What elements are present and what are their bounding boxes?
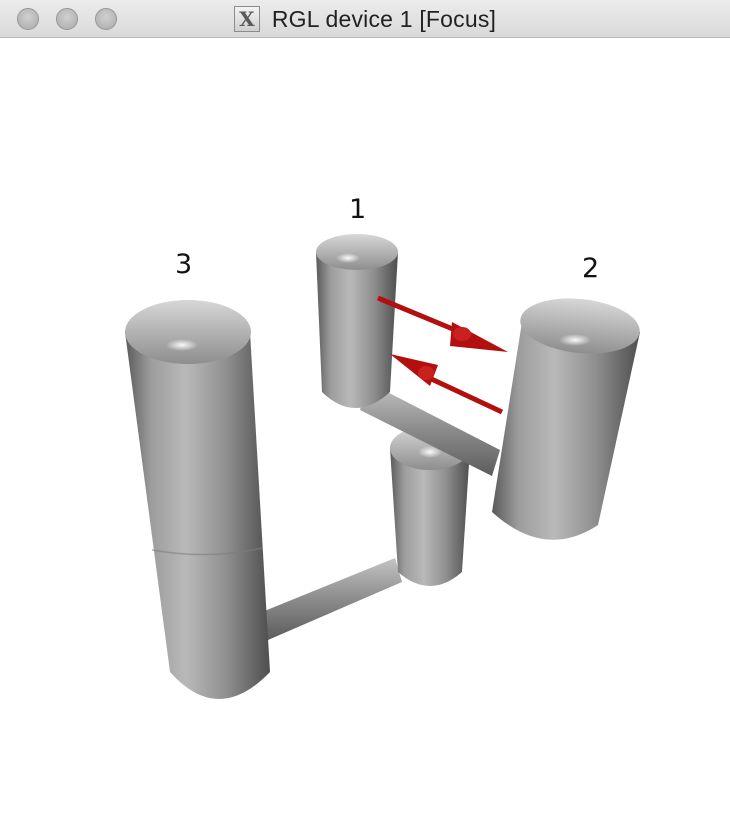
tank-label-3: 3 <box>175 249 192 280</box>
tank-label-2: 2 <box>582 253 599 284</box>
tank-3[interactable] <box>125 300 270 699</box>
flow-arrow-1-to-2 <box>377 295 508 352</box>
scene-canvas[interactable]: 1 2 3 <box>0 38 730 818</box>
window-title: RGL device 1 [Focus] <box>271 5 497 32</box>
tank-2[interactable] <box>492 293 642 540</box>
minimize-button[interactable] <box>56 8 78 30</box>
window-titlebar[interactable]: X RGL device 1 [Focus] <box>0 0 730 38</box>
zoom-button[interactable] <box>95 8 117 30</box>
title-area: X RGL device 1 [Focus] <box>0 0 730 38</box>
rgl-3d-viewport[interactable]: 1 2 3 <box>0 38 730 818</box>
tank-label-1: 1 <box>349 194 366 225</box>
tank-lower[interactable] <box>390 426 470 586</box>
flow-arrow-2-to-1 <box>390 354 504 415</box>
close-button[interactable] <box>17 8 39 30</box>
tank-1[interactable] <box>316 234 398 408</box>
pipe-3-to-lower <box>262 558 402 640</box>
pipe-1-to-2 <box>360 382 500 476</box>
x11-icon: X <box>233 6 260 32</box>
